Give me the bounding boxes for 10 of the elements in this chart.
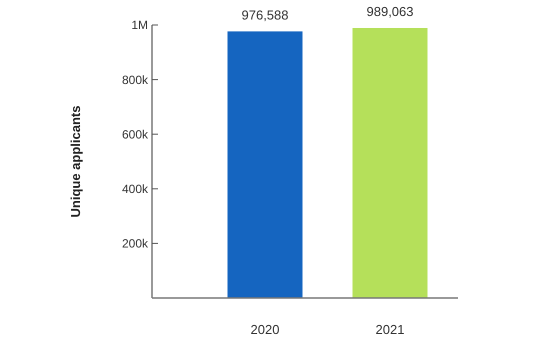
y-tick-label: 1M xyxy=(131,18,148,32)
data-label: 989,063 xyxy=(366,4,414,19)
y-tick-label: 800k xyxy=(122,72,149,87)
data-label: 976,588 xyxy=(242,7,288,22)
y-tick-label: 600k xyxy=(122,127,149,142)
y-tick-label: 200k xyxy=(122,236,149,251)
x-tick-label: 2021 xyxy=(376,322,404,337)
y-tick-label: 400k xyxy=(122,182,149,196)
x-tick-label: 2020 xyxy=(250,322,280,337)
y-axis-title: Unique applicants xyxy=(68,106,83,218)
